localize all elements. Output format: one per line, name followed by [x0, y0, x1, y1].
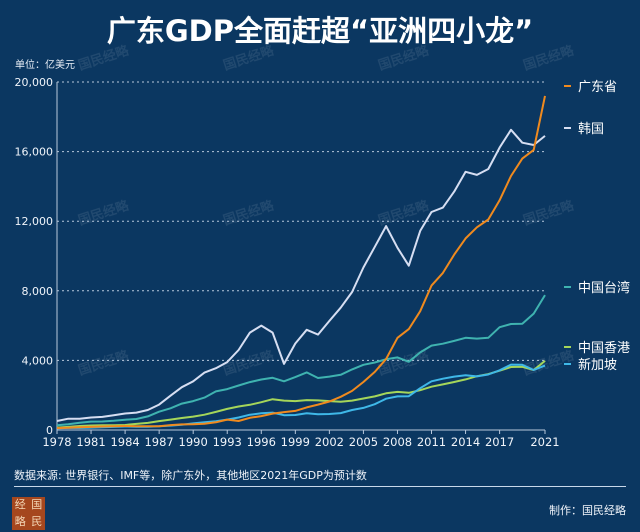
x-tick-label: 1978 — [42, 435, 71, 449]
x-tick-label: 1987 — [144, 435, 173, 449]
x-tick-label: 1996 — [247, 435, 276, 449]
brand-logo: 经 国 略 民 — [12, 497, 45, 530]
legend-label: 广东省 — [578, 80, 617, 95]
legend-label: 新加坡 — [578, 357, 617, 373]
legend-label: 韩国 — [578, 122, 604, 137]
y-tick-label: 12,000 — [15, 215, 54, 228]
logo-char: 略 — [14, 514, 26, 528]
chart-title: 广东GDP全面赶超“亚洲四小龙” — [106, 14, 534, 48]
series-line-3 — [56, 360, 546, 429]
credit-text: 制作：国民经略 — [549, 504, 626, 517]
watermark: 国民经略 — [521, 42, 576, 74]
logo-char: 国 — [31, 498, 43, 511]
y-tick-label: 8,000 — [22, 285, 54, 298]
watermark: 国民经略 — [76, 42, 131, 74]
x-tick-label: 2005 — [349, 435, 378, 449]
y-tick-label: 20,000 — [15, 76, 54, 89]
y-tick-label: 4,000 — [22, 354, 54, 367]
logo-char: 经 — [14, 498, 26, 511]
x-tick-label: 1990 — [179, 435, 208, 449]
watermark: 国民经略 — [221, 347, 276, 379]
x-tick-label: 1999 — [281, 435, 310, 449]
x-tick-label: 1984 — [110, 435, 139, 449]
data-source-footnote: 数据来源: 世界银行、IMF等，除广东外，其他地区2021年GDP为预计数 — [14, 469, 367, 482]
watermark: 国民经略 — [221, 197, 276, 229]
series-line-0 — [56, 95, 546, 430]
watermark: 国民经略 — [221, 42, 276, 74]
legend-label: 中国香港 — [578, 341, 630, 356]
x-tick-label: 2017 — [485, 435, 514, 449]
legend-label: 中国台湾 — [578, 280, 630, 296]
y-axis-unit-label: 单位：亿美元 — [15, 60, 75, 71]
x-tick-label: 2011 — [417, 435, 446, 449]
series-line-2 — [56, 294, 546, 427]
y-tick-label: 0 — [46, 424, 53, 437]
x-tick-label: 1981 — [76, 435, 105, 449]
watermark: 国民经略 — [376, 42, 431, 74]
footnote-divider — [14, 486, 626, 487]
watermark: 国民经略 — [376, 347, 431, 379]
x-tick-label: 2002 — [315, 435, 344, 449]
x-tick-label: 1993 — [213, 435, 242, 449]
y-tick-label: 16,000 — [15, 146, 54, 159]
x-tick-label: 2008 — [383, 435, 412, 449]
series-line-1 — [56, 128, 546, 422]
x-tick-label: 2014 — [451, 435, 480, 449]
x-tick-label: 2021 — [530, 435, 559, 449]
logo-char: 民 — [31, 514, 43, 528]
watermark: 国民经略 — [76, 347, 131, 379]
watermark: 国民经略 — [76, 197, 131, 229]
watermark: 国民经略 — [521, 197, 576, 229]
